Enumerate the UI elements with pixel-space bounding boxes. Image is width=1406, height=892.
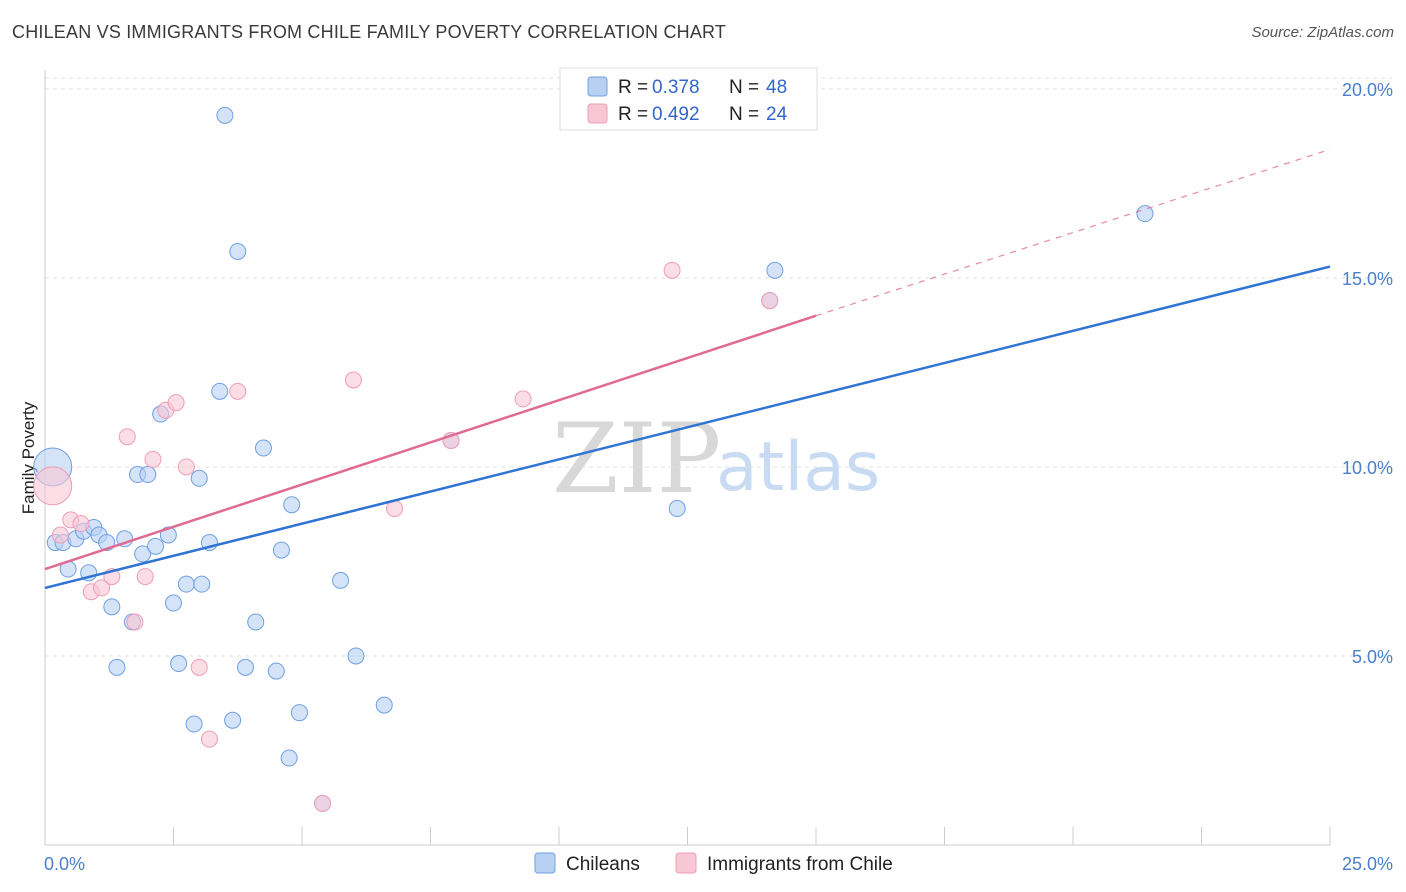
legend-r-label: R = — [618, 104, 648, 125]
legend-r-label: R = — [618, 77, 648, 98]
legend-r-value: 0.492 — [652, 104, 700, 125]
data-point — [375, 696, 393, 714]
data-point — [224, 711, 242, 729]
data-point — [514, 390, 532, 408]
data-point — [280, 749, 298, 767]
data-point — [136, 568, 154, 586]
legend-n-label: N = — [729, 77, 759, 98]
series-immigrants-from-chile — [33, 261, 779, 812]
data-point — [200, 730, 218, 748]
data-point — [761, 292, 779, 310]
source-label: Source: ZipAtlas.com — [1251, 24, 1394, 41]
data-point — [229, 242, 247, 260]
data-point — [347, 647, 365, 665]
y-tick-label: 20.0% — [1342, 80, 1393, 100]
data-point — [177, 458, 195, 476]
legend-r-value: 0.378 — [652, 77, 700, 98]
data-point — [272, 541, 290, 559]
data-point — [267, 662, 285, 680]
legend-n-label: N = — [729, 104, 759, 125]
data-point — [190, 469, 208, 487]
y-tick-label: 15.0% — [1342, 269, 1393, 289]
data-point — [167, 394, 185, 412]
bottom-legend-swatch — [675, 852, 697, 874]
data-point — [283, 496, 301, 514]
watermark-zip: ZIP — [552, 403, 721, 515]
x-tick-label: 25.0% — [1342, 854, 1393, 874]
data-point — [314, 794, 332, 812]
data-point — [144, 450, 162, 468]
data-point — [108, 658, 126, 676]
chart-title: CHILEAN VS IMMIGRANTS FROM CHILE FAMILY … — [12, 22, 727, 42]
data-point — [177, 575, 195, 593]
data-point — [185, 715, 203, 733]
data-point — [103, 598, 121, 616]
bottom-legend-swatch — [534, 852, 556, 874]
trend-line-immigrants — [44, 314, 817, 571]
data-point — [134, 545, 152, 563]
data-point — [236, 658, 254, 676]
data-point — [229, 382, 247, 400]
data-point — [93, 579, 111, 597]
trend-line-chileans — [44, 265, 1331, 590]
data-point — [1136, 205, 1154, 223]
data-point — [344, 371, 362, 389]
y-axis-label: Family Poverty — [19, 401, 38, 514]
data-point — [668, 500, 686, 518]
data-point — [254, 439, 272, 457]
data-point — [33, 466, 73, 506]
data-point — [51, 526, 69, 544]
data-point — [663, 261, 681, 279]
data-point — [72, 515, 90, 533]
bottom-legend-label: Chileans — [566, 854, 640, 875]
data-point — [290, 704, 308, 722]
data-point — [766, 261, 784, 279]
data-point — [247, 613, 265, 631]
data-point — [190, 658, 208, 676]
data-point — [193, 575, 211, 593]
trend-line-extension — [815, 148, 1331, 317]
data-point — [118, 428, 136, 446]
data-point — [332, 571, 350, 589]
data-point — [165, 594, 182, 612]
data-point — [216, 106, 234, 124]
data-point — [170, 655, 188, 673]
legend-n-value: 24 — [766, 104, 788, 125]
legend-swatch — [587, 76, 608, 97]
legend-n-value: 48 — [766, 77, 787, 98]
data-point — [147, 537, 165, 555]
x-tick-label: 0.0% — [44, 854, 85, 874]
data-point — [211, 382, 229, 400]
legend-swatch — [587, 103, 608, 124]
data-point — [139, 466, 157, 484]
watermark-atlas: atlas — [716, 428, 880, 507]
data-point — [126, 613, 144, 631]
bottom-legend-label: Immigrants from Chile — [707, 854, 893, 875]
y-tick-label: 10.0% — [1342, 458, 1393, 478]
y-tick-label: 5.0% — [1352, 647, 1393, 667]
